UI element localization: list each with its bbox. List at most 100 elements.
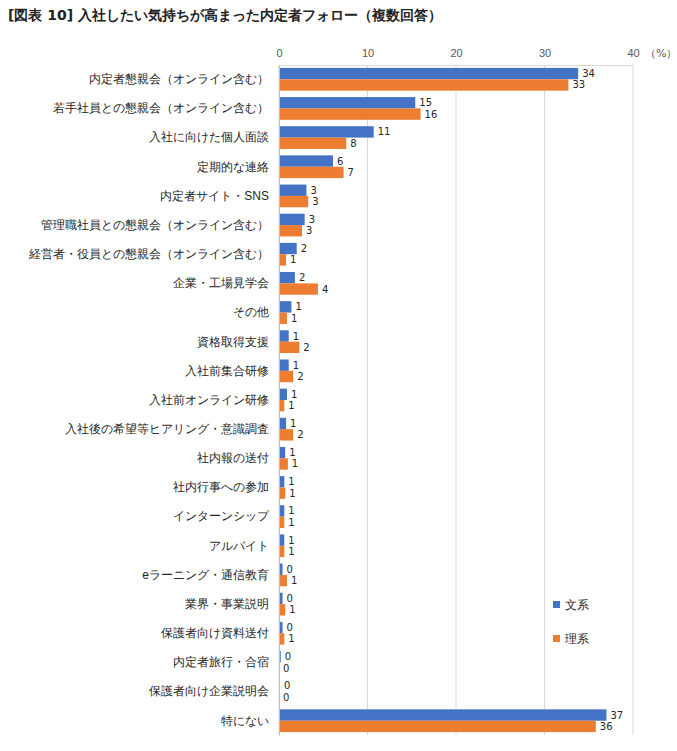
x-tick-label: 40 bbox=[627, 47, 639, 59]
data-label: 0 bbox=[284, 680, 290, 691]
data-label: 1 bbox=[291, 313, 297, 324]
x-tick: 20 bbox=[450, 47, 462, 65]
data-label: 1 bbox=[291, 389, 297, 400]
y-tick: 定期的な連絡 bbox=[197, 160, 279, 174]
y-tick: 資格取得支援 bbox=[197, 335, 279, 349]
bar bbox=[279, 313, 287, 324]
x-tick-label: 20 bbox=[450, 47, 462, 59]
y-tick-label: 企業・工場見学会 bbox=[173, 276, 269, 290]
bar bbox=[279, 575, 287, 586]
y-tick: 内定者旅行・合宿 bbox=[173, 655, 279, 669]
data-label: 1 bbox=[288, 400, 294, 411]
data-label: 2 bbox=[297, 371, 303, 382]
data-label: 1 bbox=[290, 254, 296, 265]
y-tick: 業界・事業説明 bbox=[185, 597, 279, 611]
y-tick-label: 定期的な連絡 bbox=[197, 160, 269, 174]
data-label: 8 bbox=[350, 138, 356, 149]
bar bbox=[279, 272, 295, 283]
data-label: 3 bbox=[309, 214, 315, 225]
y-tick: 入社後の希望等ヒアリング・意識調査 bbox=[65, 422, 279, 436]
data-label: 33 bbox=[572, 79, 585, 90]
bar bbox=[279, 185, 306, 196]
y-tick-label: 内定者サイト・SNS bbox=[160, 189, 269, 203]
chart: [図表 10] 入社したい気持ちが高まった内定者フォロー（複数回答）010203… bbox=[0, 0, 677, 751]
y-tick-label: 入社前オンライン研修 bbox=[149, 393, 269, 407]
y-tick-label: アルバイト bbox=[209, 539, 269, 553]
grid-line bbox=[633, 65, 634, 735]
data-label: 0 bbox=[287, 622, 293, 633]
bar bbox=[279, 108, 421, 119]
legend-item: 文系 bbox=[553, 598, 589, 612]
y-tick-label: その他 bbox=[233, 305, 269, 319]
bar bbox=[279, 330, 289, 341]
bar bbox=[279, 196, 308, 207]
x-tick: 40 bbox=[627, 47, 639, 65]
bar bbox=[279, 167, 344, 178]
y-tick: 管理職社員との懇親会（オンライン含む） bbox=[41, 218, 279, 232]
bar bbox=[279, 79, 568, 90]
bar bbox=[279, 709, 606, 720]
data-label: 0 bbox=[285, 651, 291, 662]
data-label: 1 bbox=[288, 546, 294, 557]
data-label: 1 bbox=[288, 505, 294, 516]
data-label: 11 bbox=[378, 126, 391, 137]
y-tick-label: 特にない bbox=[221, 714, 269, 728]
data-label: 3 bbox=[310, 185, 316, 196]
legend-swatch bbox=[553, 601, 560, 608]
data-label: 2 bbox=[299, 272, 305, 283]
data-label: 36 bbox=[600, 721, 613, 732]
data-label: 0 bbox=[283, 692, 289, 703]
bar bbox=[279, 371, 293, 382]
y-tick: eラーニング・通信教育 bbox=[142, 568, 279, 582]
y-tick-label: 業界・事業説明 bbox=[185, 597, 269, 611]
bar bbox=[279, 418, 286, 429]
x-tick: 30 bbox=[539, 47, 551, 65]
bar bbox=[279, 429, 293, 440]
legend-item: 理系 bbox=[553, 632, 589, 646]
legend-swatch bbox=[553, 635, 560, 642]
y-tick: 入社前集合研修 bbox=[185, 364, 279, 378]
bar bbox=[279, 68, 578, 79]
x-tick: 0 bbox=[276, 47, 282, 65]
y-tick: インターンシップ bbox=[173, 509, 279, 523]
bar bbox=[279, 214, 305, 225]
grid bbox=[279, 65, 633, 735]
y-tick: その他 bbox=[233, 305, 279, 319]
data-label: 1 bbox=[295, 301, 301, 312]
y-tick-label: 管理職社員との懇親会（オンライン含む） bbox=[41, 218, 269, 232]
data-label: 2 bbox=[297, 429, 303, 440]
legend-label: 文系 bbox=[565, 598, 589, 612]
bar bbox=[279, 97, 415, 108]
data-label: 1 bbox=[292, 458, 298, 469]
data-label: 6 bbox=[337, 156, 343, 167]
y-tick-label: 入社後の希望等ヒアリング・意識調査 bbox=[65, 422, 269, 436]
bar bbox=[279, 254, 286, 265]
y-tick-label: 入社前集合研修 bbox=[185, 364, 269, 378]
y-tick-label: eラーニング・通信教育 bbox=[142, 568, 269, 582]
y-tick: 保護者向け資料送付 bbox=[161, 626, 279, 640]
y-tick: 社内行事への参加 bbox=[173, 480, 279, 494]
y-tick-label: 保護者向け資料送付 bbox=[161, 626, 269, 640]
bar bbox=[279, 301, 291, 312]
plot: 010203040（%）内定者懇親会（オンライン含む）若手社員との懇親会（オンラ… bbox=[28, 47, 677, 736]
x-tick: 10 bbox=[362, 47, 374, 65]
y-tick: 企業・工場見学会 bbox=[173, 276, 279, 290]
y-tick-label: 社内報の送付 bbox=[197, 451, 269, 465]
grid-line bbox=[544, 65, 545, 735]
y-tick: 社内報の送付 bbox=[197, 451, 279, 465]
data-label: 7 bbox=[348, 167, 354, 178]
bar bbox=[279, 721, 596, 732]
y-tick: 若手社員との懇親会（オンライン含む） bbox=[53, 101, 279, 115]
y-tick-label: 資格取得支援 bbox=[197, 335, 269, 349]
data-label: 2 bbox=[303, 342, 309, 353]
data-label: 0 bbox=[287, 593, 293, 604]
y-tick: 経営者・役員との懇親会（オンライン含む） bbox=[28, 247, 279, 261]
x-tick-label: 0 bbox=[276, 47, 282, 59]
x-axis: 0 10 20 30 40 bbox=[276, 47, 639, 66]
x-tick-label: 10 bbox=[362, 47, 374, 59]
data-label: 1 bbox=[289, 488, 295, 499]
data-label: 1 bbox=[290, 418, 296, 429]
y-axis-line bbox=[279, 66, 280, 736]
x-tick-label: 30 bbox=[539, 47, 551, 59]
data-label: 16 bbox=[425, 109, 438, 120]
